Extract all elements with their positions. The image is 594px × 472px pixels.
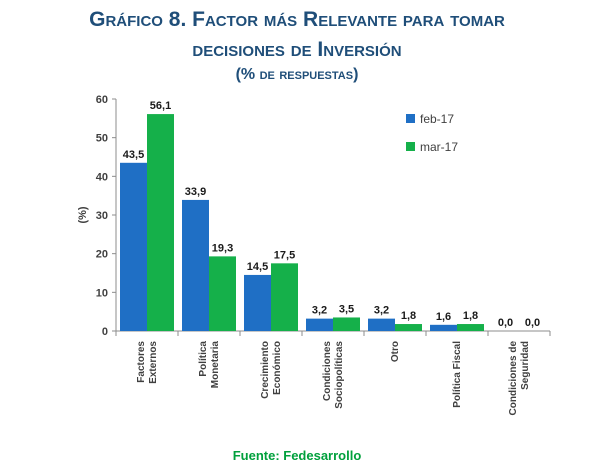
data-label-mar-17-5: 1,8 — [401, 310, 416, 322]
data-label-mar-17-7: 0,0 — [525, 317, 540, 329]
y-axis-title: (%) — [77, 206, 89, 223]
bar-mar-17-5 — [395, 324, 422, 331]
x-category-label-line: Externos — [148, 341, 159, 384]
x-category-label-line: Condiciones de — [508, 341, 519, 416]
legend-swatch-feb-17 — [406, 114, 415, 123]
source-note: Fuente: Fedesarrollo — [232, 448, 362, 463]
bar-feb-17-3 — [244, 274, 271, 331]
data-label-feb-17-7: 0,0 — [498, 317, 513, 329]
y-tick-label: 10 — [96, 287, 108, 299]
x-category-label-3: CrecimientoEconómico — [260, 341, 283, 399]
chart-title-line2: decisiones de Inversión — [192, 38, 402, 61]
x-category-label-6: Política Fiscal — [452, 341, 463, 408]
bar-mar-17-2 — [209, 256, 236, 331]
legend-swatch-mar-17 — [406, 142, 415, 151]
x-category-label-2: PolíticaMonetaria — [198, 341, 221, 389]
y-tick-label: 60 — [96, 94, 108, 106]
x-category-label-line: Seguridad — [520, 341, 531, 390]
y-tick-label: 0 — [102, 326, 108, 338]
bar-feb-17-1 — [120, 162, 147, 331]
data-label-feb-17-6: 1,6 — [436, 311, 451, 323]
bar-feb-17-2 — [182, 199, 209, 331]
x-category-label-line: Monetaria — [210, 341, 221, 389]
chart-subtitle: (% de respuestas) — [235, 66, 359, 83]
bar-mar-17-3 — [271, 263, 298, 331]
x-category-label-5: Otro — [390, 341, 401, 362]
bar-feb-17-6 — [430, 324, 457, 331]
data-label-feb-17-1: 43,5 — [123, 149, 144, 161]
x-category-label-line: Sociopolíticas — [334, 341, 345, 409]
x-category-label-line: Política Fiscal — [452, 341, 463, 408]
data-label-feb-17-2: 33,9 — [185, 186, 206, 198]
bar-mar-17-1 — [147, 114, 174, 331]
x-category-label-7: Condiciones deSeguridad — [508, 341, 531, 416]
y-tick-label: 50 — [96, 133, 108, 145]
data-label-feb-17-3: 14,5 — [247, 261, 268, 273]
bar-feb-17-5 — [368, 318, 395, 331]
y-tick-label: 30 — [96, 210, 108, 222]
bar-feb-17-4 — [306, 318, 333, 331]
data-label-mar-17-1: 56,1 — [150, 100, 171, 112]
bar-mar-17-6 — [457, 324, 484, 331]
x-category-label-line: Otro — [390, 341, 401, 362]
data-label-mar-17-4: 3,5 — [339, 303, 354, 315]
chart-title-line1: Gráfico 8. Factor más Relevante para tom… — [89, 8, 505, 31]
x-category-label-1: FactoresExternos — [136, 341, 159, 384]
data-label-mar-17-6: 1,8 — [463, 310, 478, 322]
x-category-label-line: Crecimiento — [260, 341, 271, 399]
data-label-feb-17-4: 3,2 — [312, 305, 327, 317]
x-category-label-line: Económico — [272, 341, 283, 395]
x-category-label-line: Condiciones — [322, 341, 333, 401]
bar-mar-17-4 — [333, 317, 360, 331]
y-tick-label: 20 — [96, 249, 108, 261]
legend-label-feb-17: feb-17 — [420, 112, 454, 126]
y-tick-label: 40 — [96, 171, 108, 183]
x-category-label-4: CondicionesSociopolíticas — [322, 341, 345, 409]
data-label-mar-17-3: 17,5 — [274, 249, 295, 261]
data-label-feb-17-5: 3,2 — [374, 305, 389, 317]
x-category-label-line: Factores — [136, 341, 147, 383]
legend-label-mar-17: mar-17 — [420, 140, 458, 154]
data-label-mar-17-2: 19,3 — [212, 242, 233, 254]
x-category-label-line: Política — [198, 341, 209, 377]
